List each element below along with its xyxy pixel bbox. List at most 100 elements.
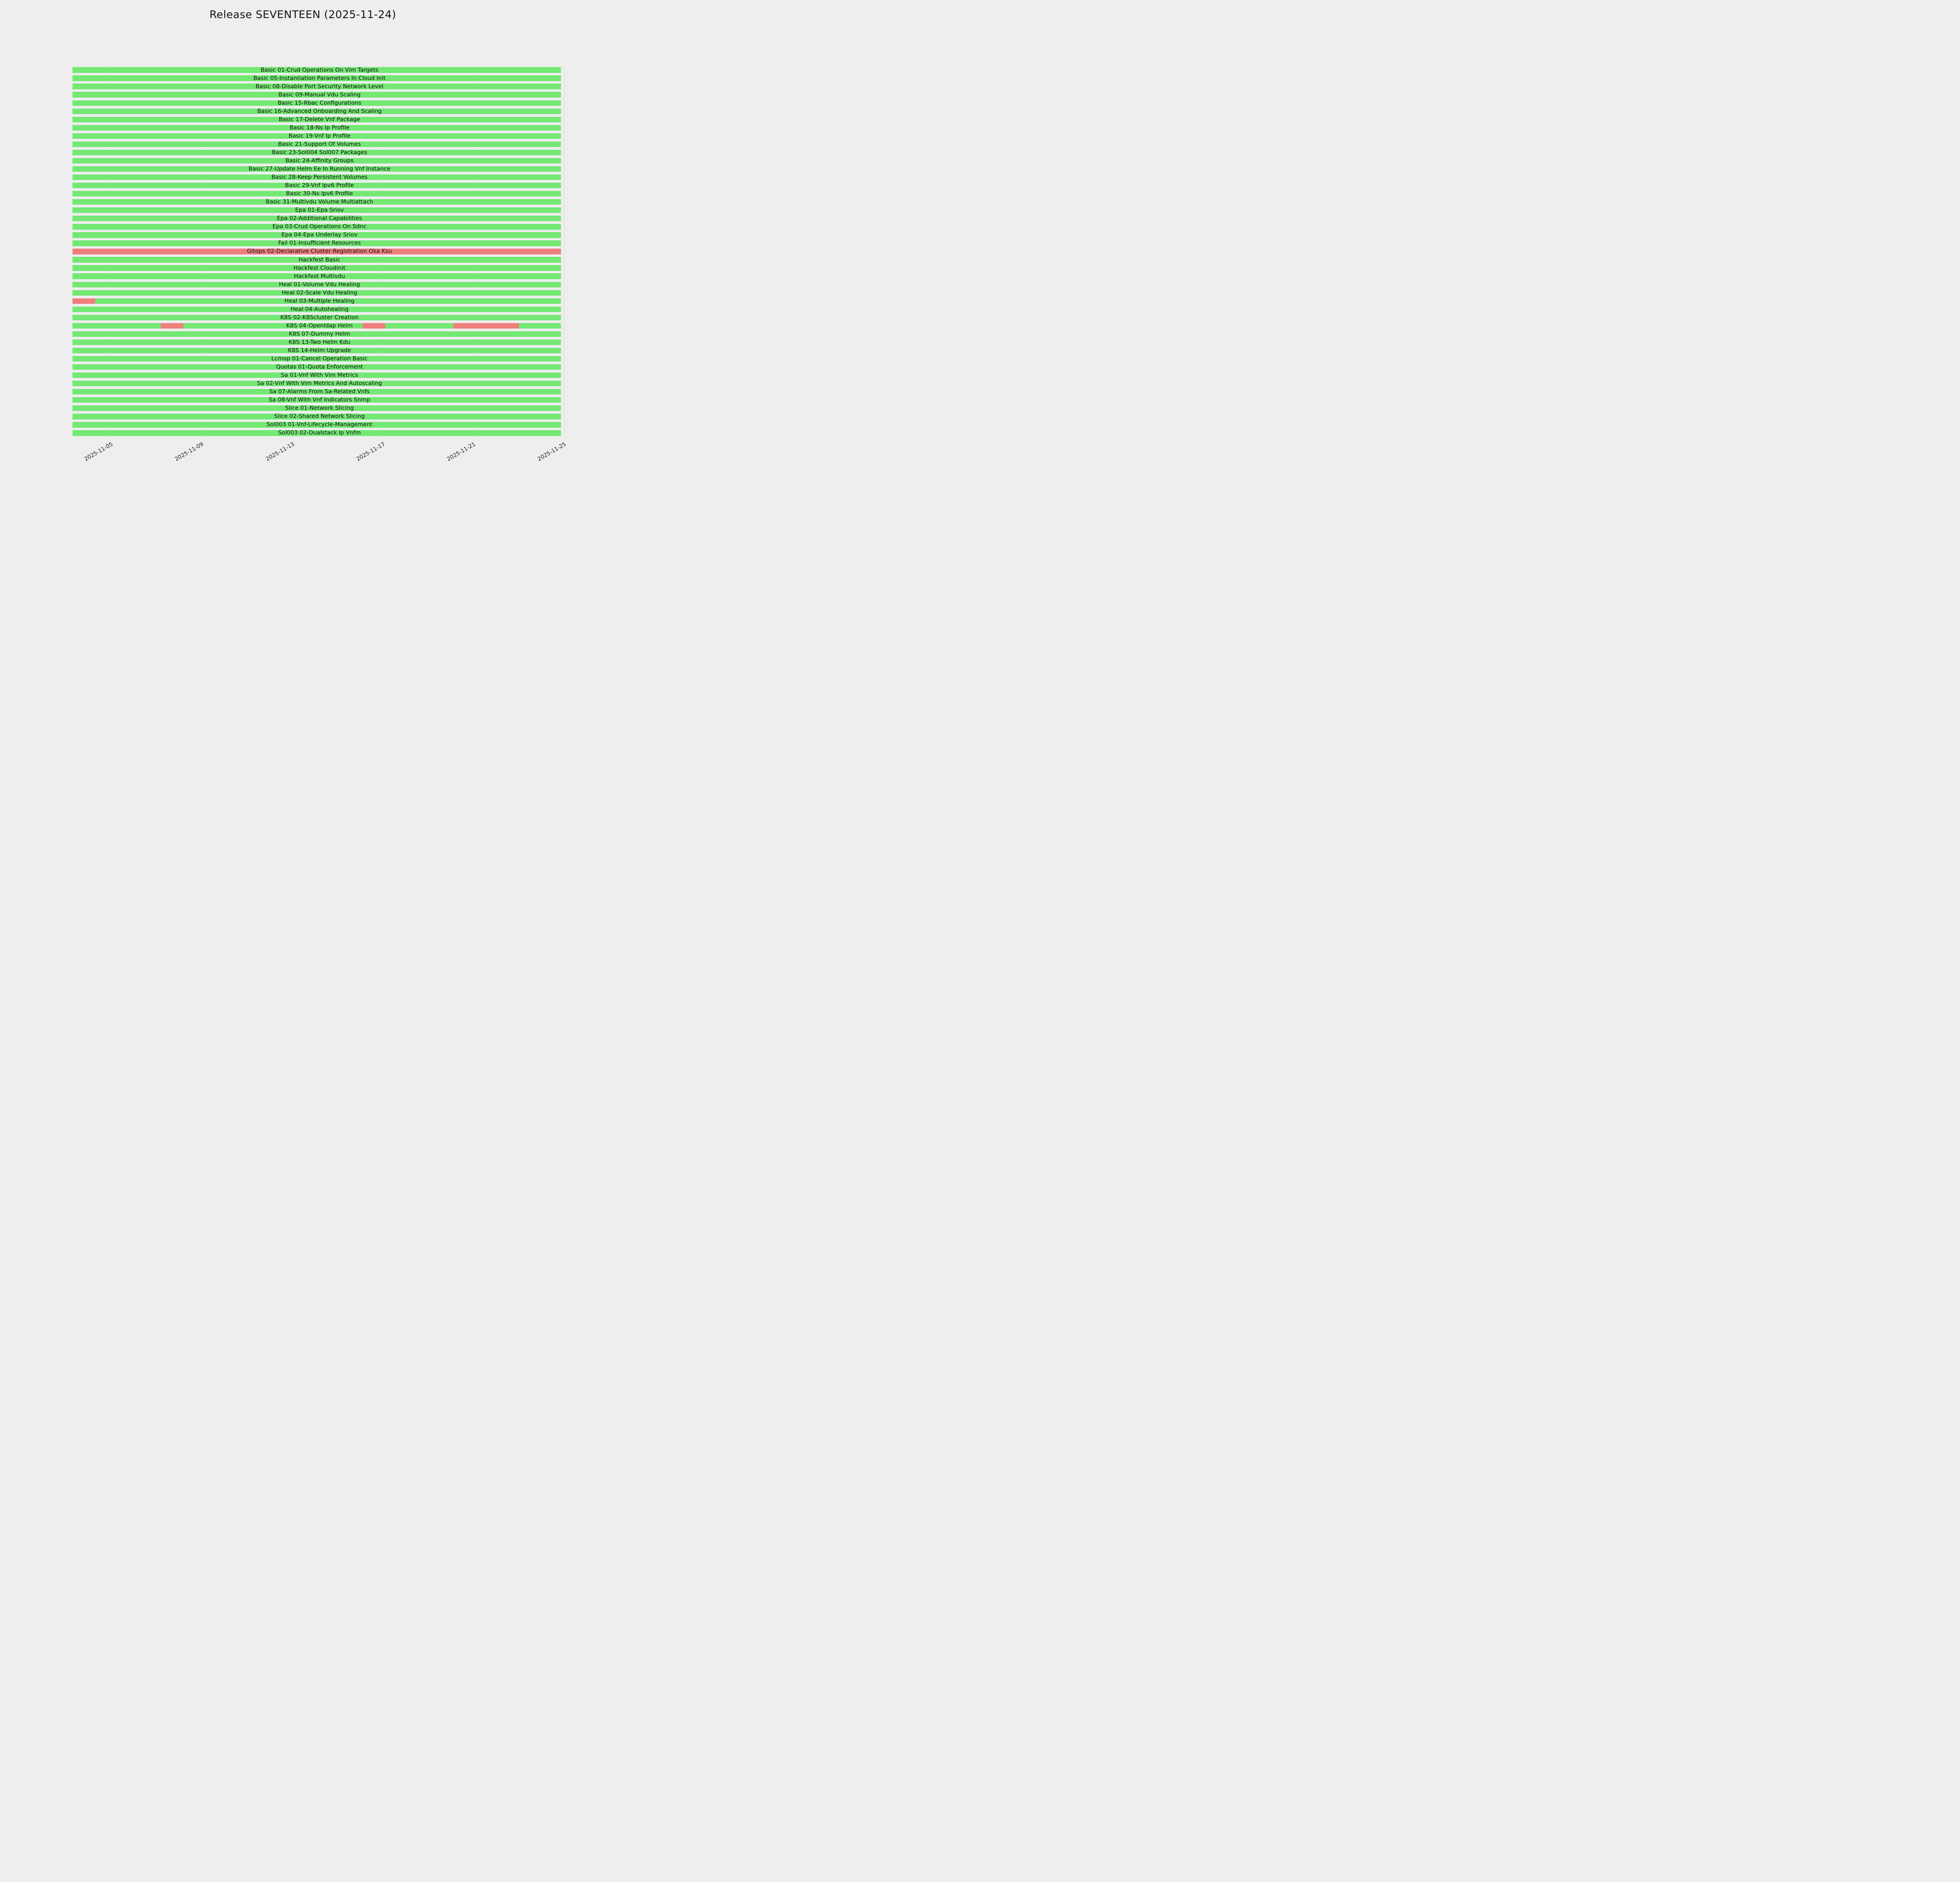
row-label: Sa 07-Alarms From Sa-Related Vnfs [269, 389, 370, 395]
pass-bar [73, 339, 561, 345]
gantt-row: Basic 01-Crud Operations On Vim Targets [73, 66, 566, 74]
gantt-row: Heal 04-Autohealing [73, 305, 566, 313]
pass-bar [73, 84, 561, 89]
row-label: Epa 02-Additional Capabilities [277, 215, 362, 222]
x-tick-label: 2025-11-09 [174, 441, 205, 463]
row-label: Sa 08-Vnf With Vnf Indicators Snmp [269, 397, 370, 403]
row-label: Basic 19-Vnf Ip Profile [289, 133, 350, 139]
gantt-row: Epa 04-Epa Underlay Sriov [73, 231, 566, 239]
gantt-row: K8S 04-Openldap Helm [73, 322, 566, 330]
pass-bar [73, 356, 561, 362]
gantt-row: Sol003 02-Dualstack Ip Vnfm [73, 429, 566, 437]
row-label: Sa 01-Vnf With Vim Metrics [281, 372, 358, 379]
gantt-row: Basic 23-Sol004 Sol007 Packages [73, 148, 566, 156]
gantt-row: Sol003 01-Vnf-Lifecycle-Management [73, 421, 566, 429]
row-label: Epa 01-Epa Sriov [295, 207, 344, 214]
row-label: Basic 31-Multivdu Volume Multiattach [266, 199, 373, 205]
gantt-row: Basic 30-Ns Ipv6 Profile [73, 190, 566, 198]
row-label: K8S 13-Two Helm Kdu [289, 339, 350, 345]
row-label: Slice 02-Shared Network Slicing [274, 413, 365, 420]
gantt-row: Epa 01-Epa Sriov [73, 206, 566, 214]
row-label: Heal 03-Multiple Healing [284, 298, 355, 304]
gantt-row: Basic 28-Keep Persistent Volumes [73, 173, 566, 182]
gantt-row: Basic 15-Rbac Configurations [73, 99, 566, 107]
pass-bar [73, 298, 561, 304]
row-label: Heal 01-Volume Vdu Healing [279, 281, 360, 288]
fail-segment [73, 298, 95, 304]
gantt-row: Basic 19-Vnf Ip Profile [73, 132, 566, 140]
pass-bar [73, 430, 561, 436]
pass-bar [73, 381, 561, 387]
pass-bar [73, 405, 561, 411]
gantt-row: Basic 21-Support Of Volumes [73, 140, 566, 148]
gantt-row: Basic 08-Disable Port Security Network L… [73, 82, 566, 91]
row-label: Basic 23-Sol004 Sol007 Packages [272, 149, 367, 156]
pass-bar [73, 314, 561, 320]
pass-bar [73, 331, 561, 337]
pass-bar [73, 306, 561, 312]
gantt-row: Quotas 01-Quota Enforcement [73, 363, 566, 371]
pass-bar [73, 273, 561, 279]
gantt-row: Hackfest Basic [73, 256, 566, 264]
pass-bar [73, 166, 561, 172]
row-label: Basic 08-Disable Port Security Network L… [255, 83, 383, 90]
plot-area: Basic 01-Crud Operations On Vim Targets B… [73, 66, 567, 463]
pass-bar [73, 149, 561, 156]
gantt-row: Heal 03-Multiple Healing [73, 297, 566, 305]
gantt-row: Lcmop 01-Cancel Operation Basic [73, 355, 566, 363]
gantt-row: K8S 14-Helm Upgrade [73, 347, 566, 355]
gantt-row: Basic 09-Manual Vdu Scaling [73, 91, 566, 99]
gantt-row: Sa 01-Vnf With Vim Metrics [73, 371, 566, 380]
x-tick-label: 2025-11-17 [355, 441, 386, 463]
gantt-row: Basic 17-Delete Vnf Package [73, 115, 566, 124]
gantt-row: Basic 29-Vnf Ipv6 Profile [73, 182, 566, 190]
row-label: Sa 02-Vnf With Vim Metrics And Autoscali… [257, 380, 382, 387]
pass-bar [73, 133, 561, 139]
gantt-row: Slice 02-Shared Network Slicing [73, 412, 566, 421]
pass-bar [73, 125, 561, 131]
row-label: K8S 14-Helm Upgrade [288, 347, 351, 354]
row-label: Quotas 01-Quota Enforcement [276, 364, 363, 371]
row-label: Hackfest Multivdu [294, 273, 345, 280]
pass-bar [73, 323, 561, 329]
fail-segment [161, 323, 184, 329]
fail-segment [73, 249, 561, 254]
pass-bar [73, 224, 561, 230]
pass-bar [73, 116, 561, 122]
row-label: Heal 04-Autohealing [290, 306, 348, 312]
pass-bar [73, 141, 561, 147]
pass-bar [73, 191, 561, 197]
row-label: Sol003 02-Dualstack Ip Vnfm [278, 430, 361, 436]
row-label: Gitops 02-Declarative Cluster Registrati… [247, 248, 392, 255]
chart-title: Release SEVENTEEN (2025-11-24) [209, 9, 396, 21]
pass-bar [73, 290, 561, 296]
row-label: Epa 03-Crud Operations On Sdnc [272, 223, 367, 230]
pass-bar [73, 207, 561, 213]
pass-bar [73, 397, 561, 403]
gantt-row: Hackfest Cloudinit [73, 264, 566, 272]
pass-bar [73, 265, 561, 271]
x-tick-label: 2025-11-05 [83, 441, 114, 463]
row-label: Basic 28-Keep Persistent Volumes [271, 174, 368, 181]
pass-bar [73, 257, 561, 263]
pass-bar [73, 199, 561, 205]
gantt-row: Slice 01-Network Slicing [73, 404, 566, 412]
rows: Basic 01-Crud Operations On Vim Targets B… [73, 66, 566, 437]
pass-bar [73, 372, 561, 378]
row-label: Basic 30-Ns Ipv6 Profile [286, 191, 353, 197]
fail-segment [362, 323, 385, 329]
row-label: Basic 17-Delete Vnf Package [279, 116, 360, 123]
row-label: Lcmop 01-Cancel Operation Basic [271, 356, 368, 362]
gantt-row: K8S 13-Two Helm Kdu [73, 338, 566, 346]
gantt-row: Heal 01-Volume Vdu Healing [73, 280, 566, 289]
row-label: K8S 02-K8Scluster Creation [280, 314, 359, 321]
gantt-row: Basic 18-Ns Ip Profile [73, 124, 566, 132]
row-label: Slice 01-Network Slicing [285, 405, 354, 412]
gantt-row: Hackfest Multivdu [73, 272, 566, 280]
gantt-row: Sa 02-Vnf With Vim Metrics And Autoscali… [73, 380, 566, 388]
row-label: K8S 07-Dummy Helm [289, 331, 350, 337]
gantt-row: Gitops 02-Declarative Cluster Registrati… [73, 247, 566, 256]
pass-bar [73, 414, 561, 420]
gantt-row: Basic 05-Instantiation Parameters In Clo… [73, 74, 566, 82]
gantt-row: Basic 27-Update Helm Ee In Running Vnf I… [73, 165, 566, 173]
